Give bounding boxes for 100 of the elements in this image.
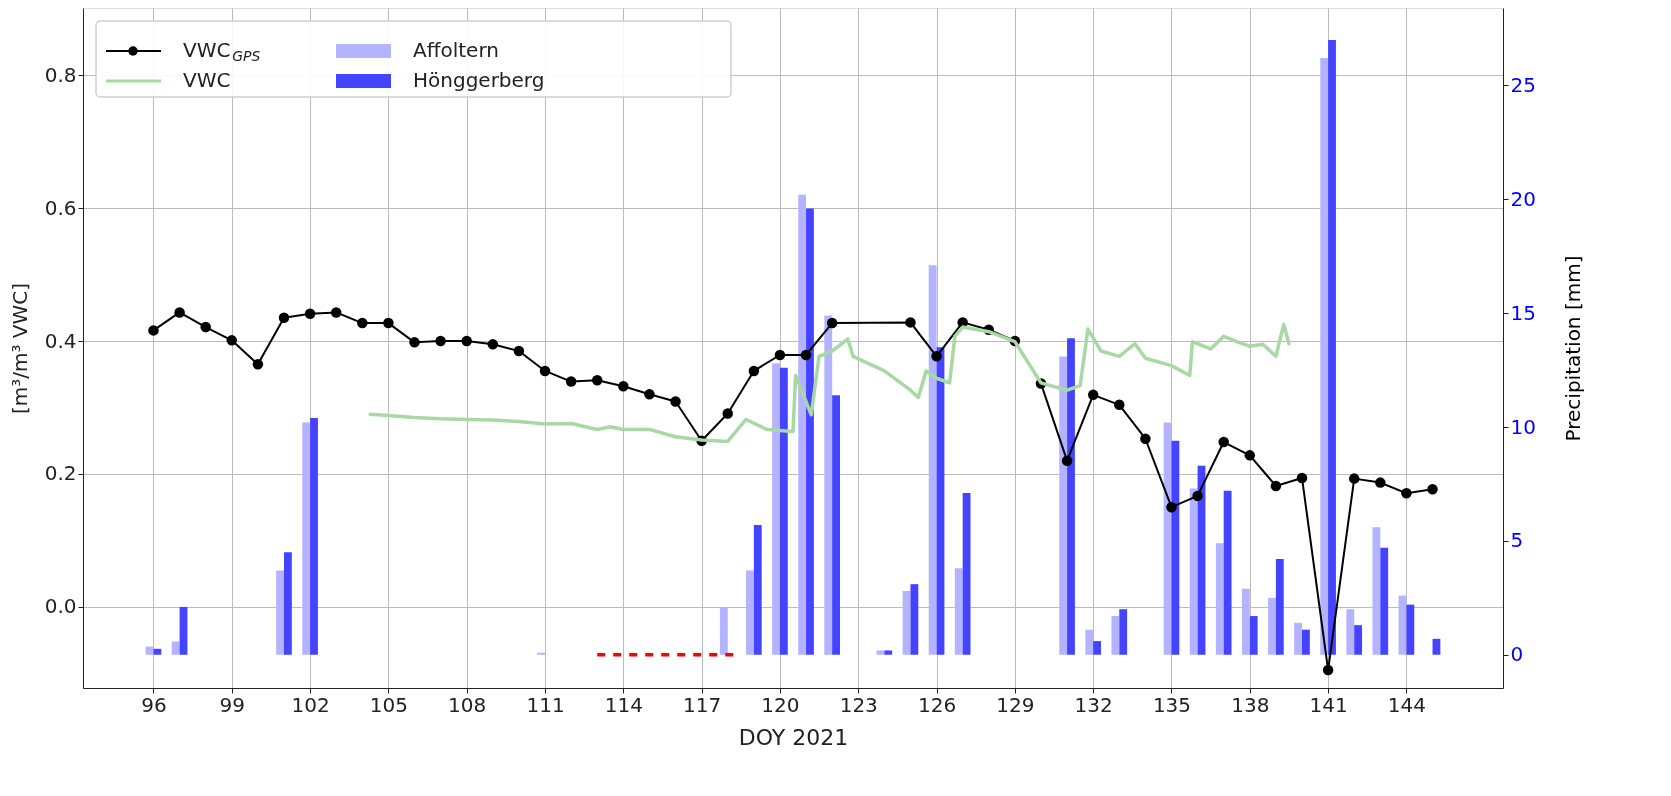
bar — [1093, 641, 1102, 655]
x-tick-label: 120 — [761, 692, 800, 717]
point — [304, 308, 316, 319]
legend-label: VWC — [183, 68, 231, 92]
x-tick-label: 111 — [526, 692, 565, 717]
point — [330, 307, 342, 318]
point — [435, 335, 446, 347]
point — [905, 317, 916, 328]
point — [800, 349, 812, 361]
point — [1296, 472, 1308, 484]
point — [565, 376, 577, 387]
y-tick-label: 0.0 — [44, 594, 77, 619]
point — [670, 396, 681, 407]
y-tick-label: 0.8 — [44, 62, 77, 87]
bar — [1328, 39, 1336, 655]
bar — [179, 606, 188, 655]
x-tick-label: 126 — [917, 692, 957, 717]
bar — [1189, 488, 1198, 655]
point — [1322, 664, 1334, 676]
bar — [1320, 58, 1329, 655]
x-tick-label: 132 — [1074, 692, 1113, 717]
bar — [1294, 622, 1303, 655]
bar — [1249, 616, 1258, 655]
point — [148, 325, 159, 336]
bar — [537, 652, 546, 655]
legend-label: Hönggerberg — [413, 68, 545, 92]
bar — [302, 422, 311, 655]
bar — [1171, 440, 1180, 655]
x-tick-label: 102 — [291, 692, 330, 717]
bar — [283, 552, 292, 655]
y-axis-title: [m³/m³ VWC] — [7, 282, 32, 415]
bar — [1119, 609, 1128, 655]
bar — [962, 493, 971, 655]
bar — [719, 606, 728, 655]
x-tick-label: 114 — [604, 692, 643, 717]
point — [252, 359, 264, 370]
point — [931, 351, 942, 362]
y2-tick-label: 15 — [1510, 300, 1536, 325]
bar — [1215, 543, 1224, 655]
point — [1270, 480, 1282, 492]
y-tick-label: 0.6 — [44, 195, 77, 220]
bar — [746, 570, 754, 655]
point — [1375, 477, 1386, 488]
point — [826, 317, 838, 329]
bar — [276, 570, 284, 655]
x-tick-label: 144 — [1387, 692, 1427, 717]
bar — [1406, 604, 1415, 655]
legend-label: Affoltern — [413, 38, 499, 62]
bar — [806, 208, 814, 655]
point — [774, 349, 786, 361]
bar — [1380, 547, 1389, 655]
bar — [753, 524, 762, 655]
x-tick-label: 108 — [448, 692, 487, 717]
bar — [902, 590, 911, 655]
x-tick-label: 135 — [1152, 692, 1192, 717]
point — [383, 317, 394, 329]
bar — [1111, 616, 1120, 655]
bar — [1268, 597, 1276, 655]
y2-tick-label: 25 — [1510, 72, 1536, 97]
x-axis-title: DOY 2021 — [738, 724, 849, 750]
bar — [928, 265, 937, 655]
bar — [1302, 629, 1310, 655]
bar — [832, 395, 840, 655]
point — [1192, 490, 1203, 502]
point — [1061, 455, 1073, 466]
y2-tick-label: 10 — [1510, 414, 1536, 439]
bar — [1275, 559, 1284, 655]
bar — [824, 315, 833, 655]
x-tick-label: 96 — [141, 692, 167, 717]
y-tick-label: 0.2 — [44, 461, 77, 486]
bar — [876, 650, 885, 655]
x-tick-label: 123 — [839, 692, 878, 717]
x-tick-label: 117 — [683, 692, 722, 717]
y2-axis-title: Precipitation [mm] — [1560, 255, 1585, 442]
point — [1218, 436, 1229, 448]
bar — [1354, 625, 1363, 655]
bar — [1372, 527, 1381, 655]
point — [1140, 433, 1151, 444]
bar — [1085, 629, 1094, 655]
bar — [1241, 588, 1250, 655]
bar — [1346, 609, 1355, 655]
bar — [954, 568, 963, 655]
point — [1401, 488, 1412, 499]
point — [278, 312, 290, 323]
bar — [779, 367, 788, 655]
bar — [1067, 338, 1075, 655]
point — [748, 365, 760, 377]
bar — [153, 648, 162, 655]
x-tick-label: 129 — [996, 692, 1035, 717]
point — [461, 335, 472, 347]
bar — [1432, 638, 1441, 655]
bar — [1223, 490, 1232, 655]
bar — [310, 417, 318, 655]
point — [1114, 399, 1125, 411]
bar — [772, 363, 780, 655]
bar — [171, 641, 180, 655]
point — [539, 365, 551, 377]
x-tick-label: 141 — [1309, 692, 1348, 717]
point — [409, 337, 420, 348]
point — [174, 307, 185, 318]
